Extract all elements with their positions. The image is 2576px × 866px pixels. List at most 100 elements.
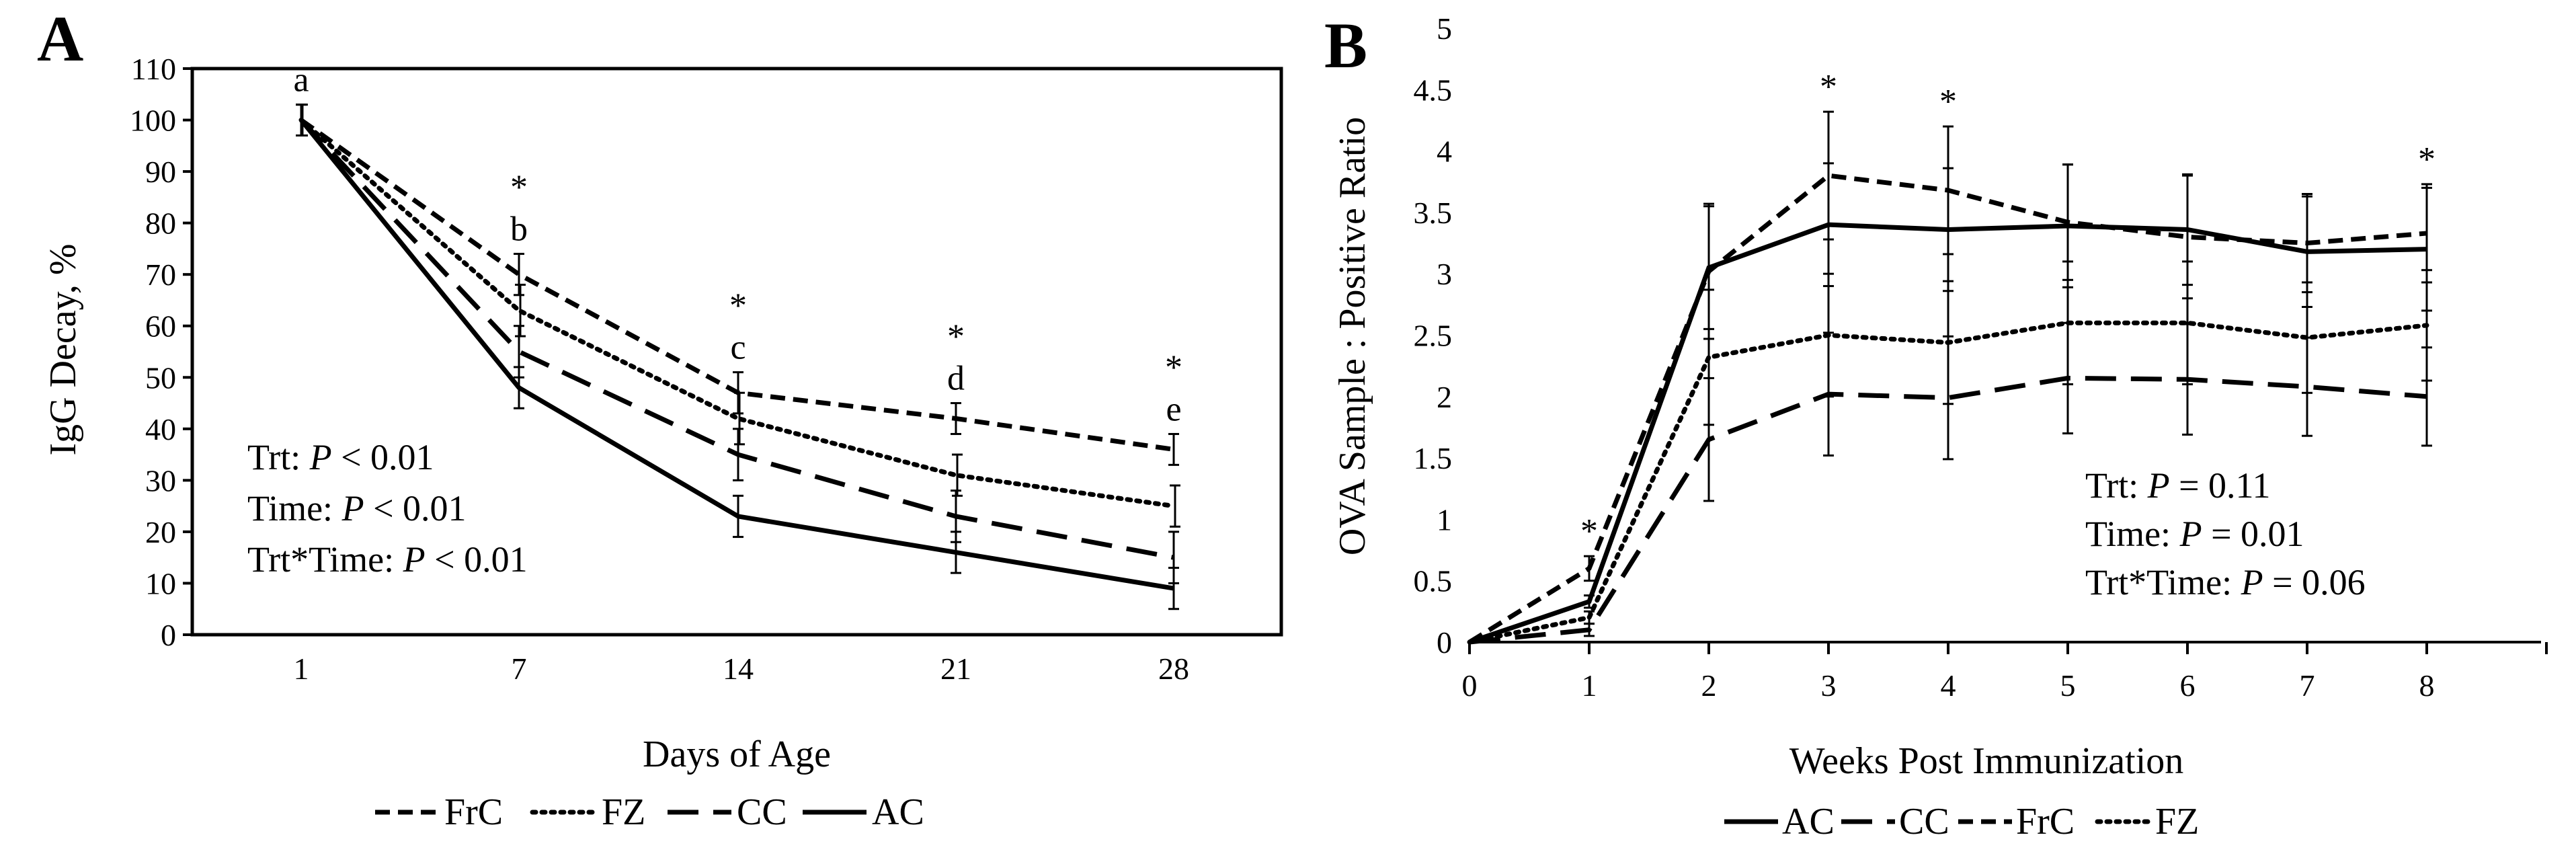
stats-p-value: < 0.01	[332, 437, 434, 477]
y-tick-label: 10	[145, 566, 176, 600]
stats-p-symbol: P	[403, 539, 426, 580]
panel-a-annotations: ab*c*d*e*	[293, 61, 1182, 429]
y-tick-label: 2	[1437, 380, 1452, 414]
stats-p-symbol: P	[2179, 514, 2202, 554]
significance-star: *	[1165, 348, 1182, 387]
panel-b-y-ticks: 0 0.5 1 1.5 2 2.5 3 3.5 4 4.5 5	[1414, 11, 1453, 660]
stats-term: Trt*Time:	[247, 539, 403, 580]
y-tick-label: 70	[145, 258, 176, 292]
stats-p-symbol: P	[309, 437, 332, 477]
panel-a-y-axis-title: IgG Decay, %	[42, 243, 84, 455]
x-tick-label: 1	[294, 652, 309, 686]
significance-star: *	[2418, 141, 2436, 179]
y-tick-label: 2.5	[1414, 319, 1453, 353]
legend-label-fz: FZ	[2155, 801, 2199, 842]
y-tick-label: 1	[1437, 502, 1452, 537]
group-letter: c	[730, 329, 746, 367]
stats-p-value: = 0.01	[2202, 514, 2304, 554]
x-tick-label: 4	[1941, 668, 1956, 703]
series-line-frc	[1468, 173, 2427, 644]
x-tick-label: 8	[2419, 668, 2435, 703]
stats-term: Time:	[2085, 514, 2180, 554]
x-tick-label: 7	[2300, 668, 2315, 703]
y-tick-label: 4	[1437, 134, 1452, 169]
x-tick-label: 6	[2180, 668, 2196, 703]
stats-line: Time: P = 0.01	[2085, 514, 2304, 554]
y-tick-label: 0	[161, 618, 176, 652]
panel-a-plot-frame	[190, 67, 1283, 637]
x-tick-label: 2	[1701, 668, 1717, 703]
panel-a-series	[298, 118, 1176, 591]
significance-star: *	[1580, 512, 1598, 551]
y-tick-label: 4.5	[1414, 73, 1453, 107]
stats-term: Trt:	[2085, 465, 2148, 506]
panel-b-x-axis-title: Weeks Post Immunization	[1789, 740, 2184, 782]
group-letter: a	[293, 61, 309, 100]
group-letter: d	[947, 360, 965, 398]
series-line-ac	[1468, 222, 2427, 645]
x-tick-label: 14	[723, 652, 754, 686]
group-letter: e	[1166, 390, 1181, 428]
legend-label-frc: FrC	[2016, 801, 2075, 842]
panel-b-stats-box: Trt: P = 0.11 Time: P = 0.01 Trt*Time: P =…	[2085, 465, 2366, 602]
stats-p-value: = 0.11	[2170, 465, 2271, 506]
panel-b-x-ticks: 0 1 2 3 4 5 6 7 8	[1462, 642, 2548, 703]
y-tick-label: 60	[145, 309, 176, 344]
significance-star: *	[947, 318, 965, 356]
y-tick-label: 110	[131, 52, 176, 86]
stats-p-symbol: P	[2241, 562, 2263, 602]
y-tick-label: 50	[145, 360, 176, 395]
panel-a-legend: FrC FZ CC AC	[375, 791, 924, 833]
y-tick-label: 0.5	[1414, 564, 1453, 598]
stats-line: Trt: P = 0.11	[2085, 465, 2271, 506]
y-tick-label: 3.5	[1414, 196, 1453, 230]
legend-label-cc: CC	[737, 791, 787, 833]
significance-star: *	[510, 169, 528, 207]
panel-b-y-axis-title: OVA Sample : Positive Ratio	[1332, 117, 1373, 555]
y-tick-label: 5	[1437, 11, 1452, 46]
x-tick-label: 3	[1821, 668, 1837, 703]
panel-a-x-axis-title: Days of Age	[643, 734, 831, 775]
y-tick-label: 3	[1437, 257, 1452, 291]
panel-a-y-ticks: 0 10 20 30 40 50 60 70 80 90 100 110	[130, 52, 192, 652]
panel-b-label: B	[1324, 9, 1367, 81]
x-tick-label: 1	[1582, 668, 1597, 703]
stats-line: Trt*Time: P < 0.01	[247, 539, 528, 580]
stats-p-symbol: P	[341, 488, 364, 528]
stats-term: Trt:	[247, 437, 310, 477]
y-tick-label: 20	[145, 515, 176, 549]
y-tick-label: 30	[145, 463, 176, 498]
panel-b: B 0 0.5 1 1.5 2 2.5 3 3.5 4 4.5 5 0 1 2 3 4 5 6 7 8 * * * * O…	[1324, 9, 2548, 842]
panel-b-series	[1467, 173, 2429, 645]
y-tick-label: 40	[145, 412, 176, 446]
stats-line: Trt*Time: P = 0.06	[2085, 562, 2366, 602]
panel-b-error-bars	[1584, 110, 2432, 637]
stats-p-value: < 0.01	[426, 539, 528, 580]
y-tick-label: 0	[1437, 625, 1452, 660]
series-line-fz	[298, 118, 1176, 509]
x-tick-label: 28	[1158, 652, 1189, 686]
legend-label-ac: AC	[1782, 801, 1835, 842]
series-line-frc	[299, 118, 1174, 452]
panel-a-x-ticks: 1 7 14 21 28	[294, 652, 1190, 686]
group-letter: b	[510, 210, 528, 249]
legend-label-fz: FZ	[602, 791, 645, 833]
x-tick-label: 5	[2060, 668, 2076, 703]
panel-b-legend: AC CC FrC FZ	[1724, 801, 2199, 842]
stats-p-value: = 0.06	[2263, 562, 2366, 602]
y-tick-label: 80	[145, 206, 176, 241]
significance-star: *	[729, 287, 747, 325]
stats-term: Time:	[247, 488, 342, 528]
series-line-ac	[299, 118, 1174, 591]
stats-p-symbol: P	[2147, 465, 2170, 506]
panel-b-annotations: * * * *	[1580, 68, 2436, 551]
stats-term: Trt*Time:	[2085, 562, 2241, 602]
x-tick-label: 21	[940, 652, 971, 686]
x-tick-label: 7	[512, 652, 527, 686]
legend-label-frc: FrC	[444, 791, 503, 833]
series-line-fz	[1467, 320, 2429, 645]
series-line-cc	[299, 118, 1174, 560]
legend-label-ac: AC	[872, 791, 924, 833]
